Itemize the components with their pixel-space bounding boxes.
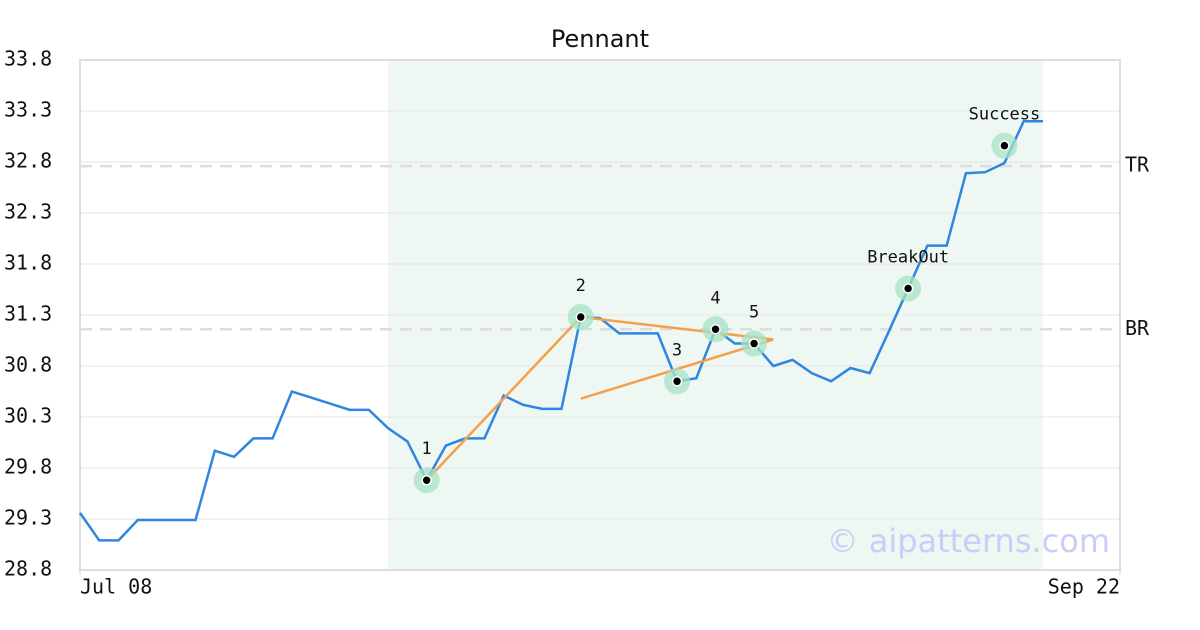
point-label: 3 — [672, 340, 682, 360]
y-tick-label: 32.3 — [4, 200, 52, 224]
y-tick-label: 29.3 — [4, 506, 52, 530]
point-label: 4 — [710, 288, 720, 308]
y-tick-label: 31.8 — [4, 251, 52, 275]
watermark: © aipatterns.com — [827, 522, 1110, 560]
pattern-point — [421, 474, 432, 486]
y-tick-label: 30.3 — [4, 404, 52, 428]
pattern-point — [902, 283, 914, 294]
x-tick-label: Sep 22 — [1048, 575, 1120, 599]
point-label: BreakOut — [867, 247, 949, 267]
point-label: 5 — [749, 303, 759, 323]
reference-label: BR — [1125, 316, 1150, 340]
pattern-point — [575, 311, 586, 323]
pattern-point — [671, 376, 683, 387]
trendline — [425, 316, 582, 482]
point-label: 2 — [576, 276, 586, 296]
pattern-point — [710, 324, 721, 335]
plot-frame — [79, 59, 1121, 571]
point-label: 1 — [422, 439, 432, 459]
y-tick-label: 29.8 — [4, 455, 52, 479]
price-line — [78, 119, 1043, 542]
reference-label: TR — [1125, 153, 1150, 177]
point-label: Success — [969, 105, 1041, 125]
pattern-point — [748, 338, 760, 349]
x-tick-label: Jul 08 — [80, 575, 152, 599]
trendline — [580, 315, 774, 341]
y-tick-label: 28.8 — [4, 557, 52, 581]
y-tick-label: 33.3 — [4, 98, 52, 122]
pattern-point — [999, 140, 1010, 151]
y-tick-label: 31.3 — [4, 302, 52, 326]
chart-title: Pennant — [551, 25, 649, 53]
y-tick-label: 32.8 — [4, 149, 52, 173]
y-tick-label: 30.8 — [4, 353, 52, 377]
y-tick-label: 33.8 — [4, 47, 52, 71]
